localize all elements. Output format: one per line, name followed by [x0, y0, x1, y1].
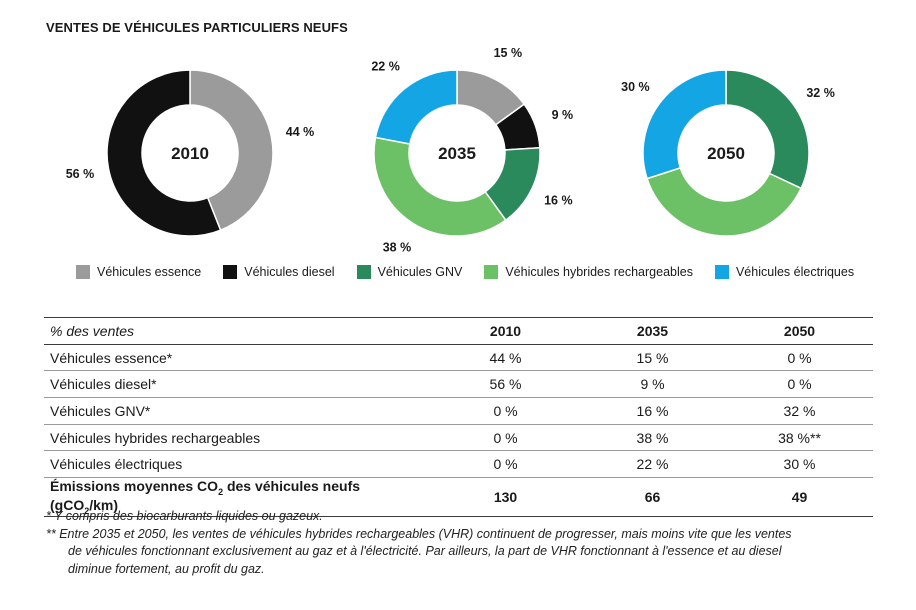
cell-2035: 22 %	[579, 450, 726, 479]
cell-2035: 15 %	[579, 344, 726, 372]
table-header-category: % des ventes	[44, 317, 432, 345]
table-header-row: % des ventes 2010 2035 2050	[44, 317, 873, 345]
table-row: Véhicules diesel* 56 % 9 % 0 %	[44, 370, 873, 399]
row-label: Véhicules hybrides rechargeables	[44, 424, 432, 452]
legend-item-diesel: Véhicules diesel	[223, 265, 335, 279]
donut-center-label-2035: 2035	[438, 144, 476, 163]
cell-2035: 9 %	[579, 370, 726, 399]
footnote-2-line-2: de véhicules fonctionnant exclusivement …	[68, 544, 782, 558]
cell-2050: 0 %	[726, 344, 873, 372]
row-label: Véhicules GNV*	[44, 397, 432, 425]
footnote-2-line-1: ** Entre 2035 et 2050, les ventes de véh…	[46, 526, 792, 541]
slice-label-2010-essence: 44 %	[286, 125, 315, 139]
cell-2010: 56 %	[432, 370, 579, 399]
cell-2050: 30 %	[726, 450, 873, 479]
emissions-2050: 49	[726, 477, 873, 517]
slice-label-2035-diesel: 9 %	[552, 108, 574, 122]
table-header-2050: 2050	[726, 317, 873, 345]
slice-label-2035-gnv: 16 %	[544, 194, 573, 208]
row-label: Véhicules diesel*	[44, 370, 432, 399]
legend-item-essence: Véhicules essence	[76, 265, 201, 279]
cell-2010: 0 %	[432, 397, 579, 425]
emissions-label-suffix: /km)	[89, 496, 119, 513]
cell-2010: 0 %	[432, 450, 579, 479]
footnote-2-line-3: diminue fortement, au profit du gaz.	[68, 561, 265, 576]
legend-label-electriques: Véhicules électriques	[735, 265, 855, 279]
legend-swatch-gnv	[356, 265, 371, 279]
legend-swatch-essence	[76, 265, 90, 279]
sales-table: % des ventes 2010 2035 2050 Véhicules es…	[44, 317, 873, 517]
table-row: Véhicules essence* 44 % 15 % 0 %	[44, 344, 873, 372]
slice-label-2035-hybrides: 38 %	[383, 241, 412, 255]
slice-2050-hybrides	[646, 166, 803, 237]
emissions-label: Émissions moyennes CO2 des véhicules neu…	[44, 477, 432, 517]
table-row: Véhicules hybrides rechargeables 0 % 38 …	[44, 424, 873, 452]
legend-label-diesel: Véhicules diesel	[244, 265, 335, 279]
table-header-2035: 2035	[579, 317, 726, 345]
table-row-emissions: Émissions moyennes CO2 des véhicules neu…	[44, 477, 873, 517]
slice-label-2050-electriques: 30 %	[621, 80, 650, 94]
slice-2010-essence	[189, 69, 274, 232]
donut-center-label-2050: 2050	[707, 144, 745, 163]
legend-label-essence: Véhicules essence	[97, 265, 202, 279]
footnote-1: * Y compris des biocarburants liquides o…	[46, 509, 323, 523]
slice-2035-hybrides	[373, 136, 507, 237]
footnotes: * Y compris des biocarburants liquides o…	[46, 508, 792, 578]
emissions-label-prefix: Émissions moyennes CO	[50, 478, 219, 495]
legend-swatch-electriques	[714, 265, 729, 279]
donut-charts: 44 % 56 % 2010 15 % 9 % 16 % 38 % 22 % 2035 32 % 3…	[66, 46, 835, 260]
cell-2035: 38 %	[579, 424, 726, 452]
slice-2010-diesel	[106, 69, 222, 237]
legend-swatch-hybrides	[484, 265, 499, 279]
slice-label-2010-diesel: 56 %	[66, 167, 95, 181]
slice-2035-electriques	[374, 69, 458, 145]
legend-item-electriques: Véhicules électriques	[714, 265, 855, 279]
legend-label-gnv: Véhicules GNV	[377, 265, 463, 279]
emissions-label-sub: 2	[218, 486, 224, 497]
emissions-2010: 130	[432, 477, 579, 517]
emissions-2035: 66	[579, 477, 726, 517]
legend-swatch-diesel	[223, 265, 238, 279]
legend-item-gnv: Véhicules GNV	[356, 265, 463, 279]
cell-2050: 32 %	[726, 397, 873, 425]
row-label: Véhicules essence*	[44, 344, 432, 372]
slice-label-2050-hybrides: 38 %	[705, 258, 734, 260]
slice-label-2035-essence: 15 %	[494, 46, 523, 60]
row-label: Véhicules électriques	[44, 450, 432, 479]
slice-label-2035-electriques: 22 %	[371, 60, 400, 74]
table-row: Véhicules GNV* 0 % 16 % 32 %	[44, 397, 873, 425]
legend: Véhicules essence Véhicules diesel Véhic…	[76, 263, 876, 281]
cell-2035: 16 %	[579, 397, 726, 425]
donut-center-label-2010: 2010	[171, 144, 209, 163]
chart-title: VENTES DE VÉHICULES PARTICULIERS NEUFS	[46, 20, 348, 35]
legend-item-hybrides: Véhicules hybrides rechargeables	[484, 265, 693, 279]
cell-2050: 0 %	[726, 370, 873, 399]
table-row: Véhicules électriques 0 % 22 % 30 %	[44, 450, 873, 479]
slice-label-2050-gnv: 32 %	[806, 86, 835, 100]
table-header-2010: 2010	[432, 317, 579, 345]
cell-2010: 0 %	[432, 424, 579, 452]
legend-label-hybrides: Véhicules hybrides rechargeables	[505, 265, 693, 279]
emissions-label-sub2: 2	[84, 505, 90, 516]
slice-2050-electriques	[642, 69, 727, 180]
cell-2050: 38 %**	[726, 424, 873, 452]
cell-2010: 44 %	[432, 344, 579, 372]
emissions-label-middle: des véhicules neufs (gCO	[50, 478, 361, 513]
slice-2050-gnv	[725, 69, 810, 190]
